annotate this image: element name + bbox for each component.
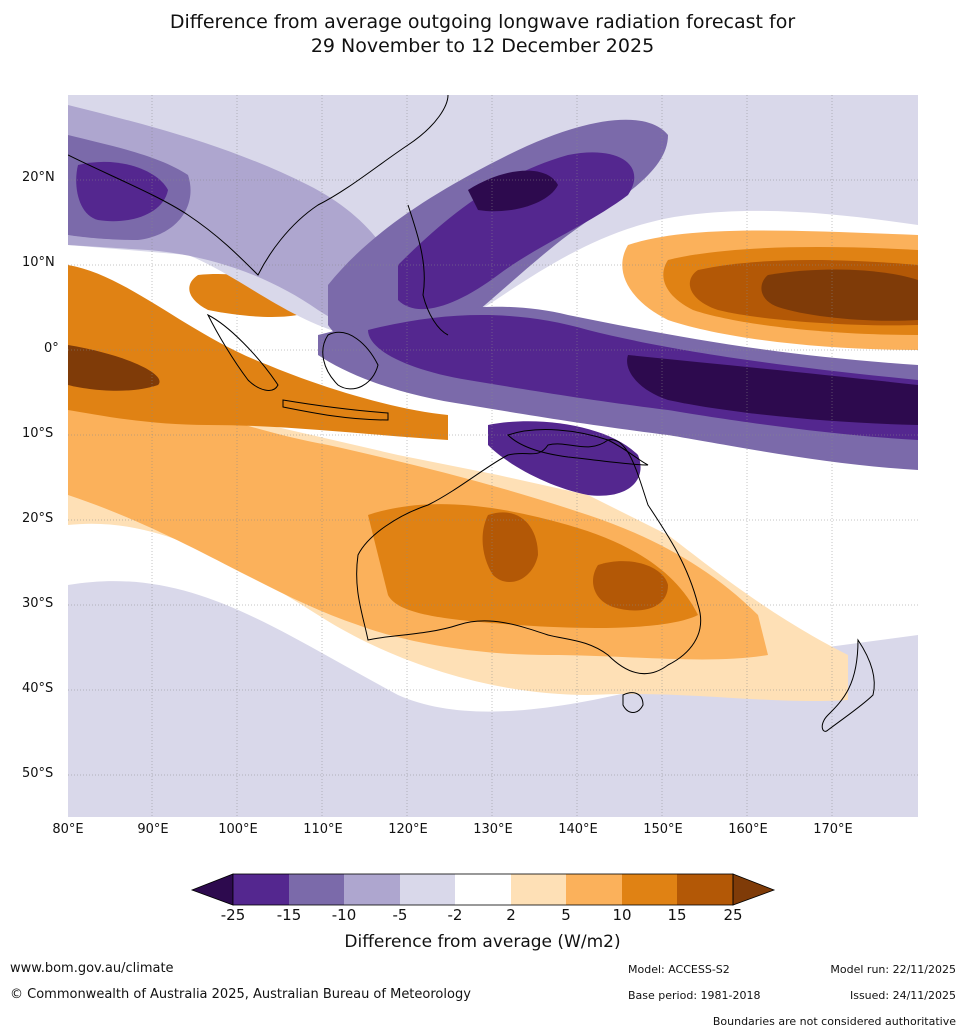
colorbar-swatch — [233, 874, 289, 905]
copyright-notice: © Commonwealth of Australia 2025, Austra… — [10, 987, 471, 1002]
coastline-asia — [68, 95, 449, 276]
anomaly-region-pacific-max — [761, 269, 918, 321]
longitude-label: 110°E — [303, 822, 343, 837]
coastline-tasmania — [622, 692, 644, 713]
anomaly-region-west-indian — [68, 265, 448, 440]
colorbar-swatch — [622, 874, 677, 905]
longitude-label: 170°E — [813, 822, 853, 837]
anomaly-region-philippines-core — [398, 152, 635, 310]
coastline-new-guinea — [507, 429, 649, 466]
longitude-label: 100°E — [218, 822, 258, 837]
longitude-label: 160°E — [728, 822, 768, 837]
anomaly-region-equatorial-pacific-min — [627, 355, 918, 425]
issued-date: Issued: 24/11/2025 — [849, 989, 956, 1002]
anomaly-region-australia-core-1 — [482, 512, 538, 583]
colorbar-tick: -25 — [220, 906, 246, 924]
coastline-australia — [356, 439, 702, 675]
anomaly-region-northern-australia — [488, 421, 641, 496]
coastline-java — [282, 399, 389, 421]
latitude-label: 0° — [44, 341, 59, 356]
anomaly-region-bay-of-bengal-core — [76, 161, 168, 222]
longitude-label: 130°E — [473, 822, 513, 837]
olr-anomaly-map — [68, 95, 918, 817]
website-link[interactable]: www.bom.gov.au/climate — [10, 961, 174, 976]
longitude-label: 150°E — [643, 822, 683, 837]
title-line-2: 29 November to 12 December 2025 — [310, 35, 655, 57]
colorbar-tick: 10 — [612, 906, 632, 924]
colorbar-tick: -15 — [276, 906, 302, 924]
latitude-label: 30°S — [22, 596, 54, 611]
colorbar-tick: 2 — [506, 906, 516, 924]
colorbar-extend-low — [190, 873, 234, 906]
colorbar-swatch — [289, 874, 344, 905]
colorbar-tick: -10 — [331, 906, 357, 924]
latitude-label: 50°S — [22, 766, 54, 781]
colorbar-swatch — [566, 874, 622, 905]
latitude-label: 20°N — [22, 170, 55, 185]
coastline-philippines — [407, 204, 449, 336]
colorbar — [190, 873, 776, 906]
anomaly-region-philippines-min — [468, 170, 558, 212]
longitude-label: 80°E — [52, 822, 84, 837]
coastline-new-zealand — [821, 638, 875, 732]
anomaly-region-south-pale — [68, 581, 918, 817]
model-run-date: Model run: 22/11/2025 — [830, 963, 956, 976]
model-name: Model: ACCESS-S2 — [628, 963, 730, 976]
colorbar-extend-high — [732, 873, 776, 906]
colorbar-tick: 25 — [723, 906, 743, 924]
longitude-label: 140°E — [558, 822, 598, 837]
longitude-label: 120°E — [388, 822, 428, 837]
colorbar-tick: 5 — [561, 906, 571, 924]
anomaly-region-australia-core-2 — [593, 561, 668, 611]
map-title: Difference from average outgoing longwav… — [0, 10, 965, 58]
title-line-1: Difference from average outgoing longwav… — [169, 11, 796, 33]
colorbar-swatch — [677, 874, 733, 905]
longitude-label: 90°E — [137, 822, 169, 837]
colorbar-swatch — [344, 874, 400, 905]
colorbar-tick: 15 — [667, 906, 687, 924]
colorbar-swatch — [400, 874, 455, 905]
base-period: Base period: 1981-2018 — [628, 989, 761, 1002]
colorbar-label: Difference from average (W/m2) — [344, 932, 621, 952]
latitude-label: 40°S — [22, 681, 54, 696]
latitude-label: 10°N — [22, 255, 55, 270]
anomaly-region-west-indian-core — [68, 345, 160, 391]
boundaries-disclaimer: Boundaries are not considered authoritat… — [712, 1015, 956, 1028]
latitude-label: 10°S — [22, 426, 54, 441]
coastline-sumatra — [206, 313, 279, 391]
colorbar-swatch — [455, 874, 511, 905]
colorbar-tick: -5 — [392, 906, 408, 924]
coastline-borneo — [322, 331, 379, 390]
colorbar-swatch — [511, 874, 566, 905]
colorbar-tick: -2 — [447, 906, 463, 924]
latitude-label: 20°S — [22, 511, 54, 526]
